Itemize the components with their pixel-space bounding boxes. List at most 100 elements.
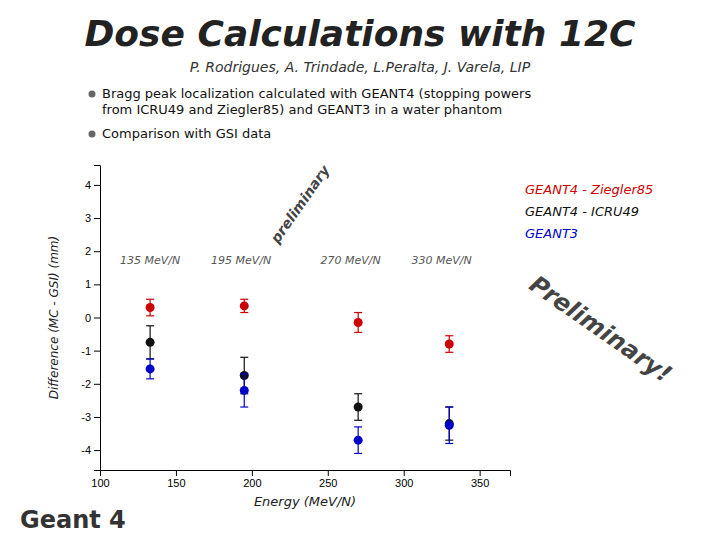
x-axis: 100 150 200 250 300 350 bbox=[91, 470, 510, 489]
y-tick: -1 bbox=[81, 345, 100, 357]
y-axis-title: Difference (MC - GSI) (mm) bbox=[47, 236, 61, 399]
y-tick: -2 bbox=[81, 378, 100, 390]
x-tick: 100 bbox=[91, 470, 109, 489]
error-bar-cap bbox=[354, 393, 362, 394]
y-tick: 0 bbox=[85, 312, 100, 324]
error-bar-cap bbox=[354, 426, 362, 427]
error-bar-cap bbox=[354, 453, 362, 454]
x-tick: 250 bbox=[319, 470, 337, 489]
x-tick-label: 350 bbox=[471, 477, 489, 489]
y-axis: -4 -3 -2 -1 0 1 2 3 4 bbox=[81, 166, 100, 471]
error-bar-cap bbox=[146, 299, 154, 300]
error-bar-cap bbox=[240, 312, 248, 313]
point bbox=[240, 386, 249, 395]
error-bar bbox=[146, 359, 154, 379]
error-bar-cap bbox=[445, 406, 453, 407]
y-tick: 3 bbox=[85, 212, 100, 224]
y-tick: -4 bbox=[81, 444, 100, 456]
series bbox=[146, 359, 454, 453]
y-tick-mark bbox=[94, 251, 100, 252]
x-tick-label: 300 bbox=[395, 477, 413, 489]
error-bar bbox=[354, 394, 362, 421]
error-bar-cap bbox=[240, 373, 248, 374]
y-tick-mark bbox=[94, 185, 100, 186]
x-tick-label: 150 bbox=[167, 477, 185, 489]
x-tick: 300 bbox=[395, 470, 413, 489]
x-tick-mark bbox=[252, 470, 253, 476]
annotation: 135 MeV/N bbox=[120, 254, 180, 267]
x-tick: 200 bbox=[243, 470, 261, 489]
point bbox=[354, 436, 363, 445]
x-axis-title: Energy (MeV/N) bbox=[254, 494, 356, 509]
error-bar-cap bbox=[146, 358, 154, 359]
error-bar-cap bbox=[240, 406, 248, 407]
error-bar bbox=[354, 313, 362, 333]
x-tick-mark bbox=[404, 470, 405, 476]
y-tick: 2 bbox=[85, 245, 100, 257]
subtitle: P. Rodrigues, A. Trindade, L.Peralta, J.… bbox=[190, 59, 531, 75]
y-tick-label: 0 bbox=[85, 312, 91, 324]
point bbox=[354, 318, 363, 327]
y-tick-label: 1 bbox=[85, 278, 91, 290]
y-tick: 4 bbox=[85, 179, 100, 191]
series bbox=[146, 299, 454, 352]
error-bar bbox=[240, 374, 248, 407]
annotation: preliminary bbox=[267, 162, 333, 247]
y-tick-label: -3 bbox=[81, 411, 91, 423]
error-bar-cap bbox=[445, 443, 453, 444]
error-bar-cap bbox=[146, 315, 154, 316]
y-tick-label: -4 bbox=[81, 444, 91, 456]
bullet-dot bbox=[89, 131, 96, 138]
y-tick-mark bbox=[94, 318, 100, 319]
point bbox=[146, 303, 155, 312]
bullet-dot bbox=[89, 91, 96, 98]
annotation: Geant 4 bbox=[20, 506, 126, 534]
annotation: 330 MeV/N bbox=[412, 254, 472, 267]
y-tick-label: 3 bbox=[85, 212, 91, 224]
chart: Dose Calculations with 12C P. Rodrigues, … bbox=[0, 0, 720, 540]
y-tick-mark bbox=[94, 384, 100, 385]
error-bar-cap bbox=[146, 378, 154, 379]
bullet: Bragg peak localization calculated with … bbox=[102, 86, 531, 117]
legend-entry: GEANT3 bbox=[525, 226, 578, 241]
error-bar-cap bbox=[445, 352, 453, 353]
x-tick: 150 bbox=[167, 470, 185, 489]
x-tick-label: 200 bbox=[243, 477, 261, 489]
error-bar bbox=[146, 299, 154, 316]
y-tick-mark bbox=[94, 284, 100, 285]
legend-entry: GEANT4 - Ziegler85 bbox=[525, 182, 653, 197]
y-axis-line bbox=[94, 166, 101, 471]
error-bar-cap bbox=[354, 332, 362, 333]
y-tick-mark bbox=[94, 351, 100, 352]
annotation: Preliminary! bbox=[524, 270, 676, 388]
error-bar-cap bbox=[146, 358, 154, 359]
x-tick: 350 bbox=[471, 470, 489, 489]
y-tick-label: 4 bbox=[85, 179, 91, 191]
x-tick-mark bbox=[480, 470, 481, 476]
error-bar bbox=[445, 407, 453, 443]
y-tick: -3 bbox=[81, 411, 100, 423]
legend-entry: GEANT4 - ICRU49 bbox=[525, 204, 639, 219]
y-tick-mark bbox=[94, 450, 100, 451]
y-tick: 1 bbox=[85, 278, 100, 290]
x-axis-line bbox=[101, 471, 511, 477]
error-bar-cap bbox=[354, 312, 362, 313]
error-bar-cap bbox=[354, 420, 362, 421]
error-bar-cap bbox=[240, 357, 248, 358]
y-tick-label: 2 bbox=[85, 245, 91, 257]
title: Dose Calculations with 12C bbox=[84, 13, 636, 54]
plot-area bbox=[146, 299, 454, 453]
point bbox=[146, 338, 155, 347]
error-bar-cap bbox=[240, 299, 248, 300]
error-bar-cap bbox=[146, 325, 154, 326]
point bbox=[146, 364, 155, 373]
legend: GEANT4 - Ziegler85 GEANT4 - ICRU49 GEANT3 bbox=[525, 182, 653, 241]
point bbox=[445, 421, 454, 430]
y-tick-label: -1 bbox=[81, 345, 91, 357]
point bbox=[240, 301, 249, 310]
y-tick-mark bbox=[94, 218, 100, 219]
x-tick-mark bbox=[176, 470, 177, 476]
y-tick-mark bbox=[94, 417, 100, 418]
annotation: 270 MeV/N bbox=[320, 254, 380, 267]
point bbox=[445, 340, 454, 349]
